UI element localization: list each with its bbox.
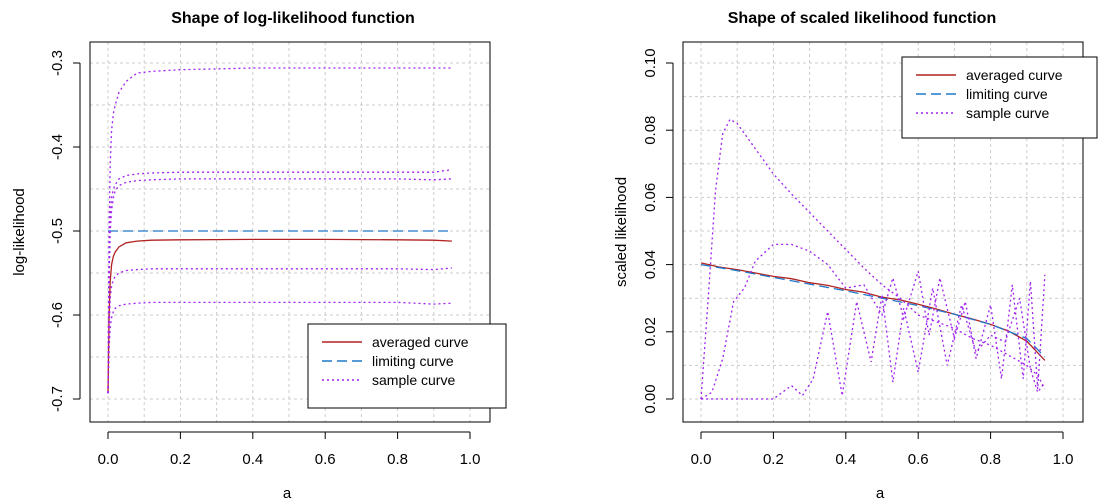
y-tick-label: -0.7	[49, 386, 66, 412]
grid	[683, 42, 1083, 422]
y-tick-label: -0.3	[49, 50, 66, 76]
x-tick-label: 0.0	[98, 451, 119, 468]
series-lines	[107, 67, 452, 394]
chart-title: Shape of log-likelihood function	[171, 10, 415, 27]
x-tick-label: 0.4	[835, 451, 856, 468]
x-tick-label: 0.0	[691, 451, 712, 468]
y-tick-label: 0.10	[642, 48, 659, 77]
legend-label: sample curve	[966, 105, 1049, 121]
legend: averaged curve limiting curve sample curve	[901, 56, 1098, 139]
y-tick-label: 0.06	[642, 183, 659, 212]
x-tick-label: 1.0	[460, 451, 481, 468]
x-axis: 0.0 0.2 0.4 0.6 0.8 1.0	[691, 431, 1074, 468]
sample-curve-line	[700, 243, 1046, 400]
sample-curve-line	[701, 287, 1046, 400]
sample-curve-line	[107, 169, 452, 394]
plot-frame	[89, 41, 491, 423]
x-tick-label: 0.4	[242, 451, 263, 468]
x-axis-label: a	[283, 485, 292, 502]
sample-curve-line	[700, 118, 1046, 400]
legend-label: sample curve	[372, 372, 455, 388]
x-tick-label: 0.2	[170, 451, 191, 468]
y-tick-label: 0.08	[642, 116, 659, 145]
legend-box	[901, 56, 1098, 139]
x-tick-label: 0.6	[908, 451, 929, 468]
y-tick-label: 0.04	[642, 250, 659, 279]
averaged-curve-line	[107, 238, 452, 394]
plot-frame	[682, 41, 1084, 423]
x-tick-label: 0.6	[315, 451, 336, 468]
y-axis: 0.00 0.02 0.04 0.06 0.08 0.10	[642, 48, 674, 414]
legend: averaged curve limiting curve sample curve	[307, 323, 507, 409]
y-tick-label: -0.4	[49, 134, 66, 160]
x-tick-label: 0.8	[980, 451, 1001, 468]
y-tick-label: 0.02	[642, 317, 659, 346]
legend-box	[307, 323, 507, 409]
y-tick-label: -0.6	[49, 302, 66, 328]
x-tick-label: 0.2	[763, 451, 784, 468]
log-likelihood-chart: Shape of log-likelihood function a log-l…	[11, 10, 507, 502]
y-axis-label: log-likelihood	[11, 188, 28, 276]
x-tick-label: 0.8	[387, 451, 408, 468]
series-lines	[700, 118, 1046, 400]
y-axis-label: scaled likelihood	[613, 177, 630, 287]
legend-label: limiting curve	[372, 353, 454, 369]
y-tick-label: -0.5	[49, 218, 66, 244]
sample-curve-line	[107, 301, 452, 394]
scaled-likelihood-chart: Shape of scaled likelihood function a sc…	[613, 10, 1098, 502]
y-tick-label: 0.00	[642, 384, 659, 413]
averaged-curve-line	[700, 262, 1046, 361]
x-axis-label: a	[876, 485, 885, 502]
limiting-curve-line	[700, 263, 1046, 358]
x-axis: 0.0 0.2 0.4 0.6 0.8 1.0	[98, 431, 481, 468]
legend-label: averaged curve	[372, 334, 469, 350]
legend-label: limiting curve	[966, 86, 1048, 102]
y-axis: -0.7 -0.6 -0.5 -0.4 -0.3	[49, 50, 81, 412]
x-tick-label: 1.0	[1053, 451, 1074, 468]
sample-curve-line	[107, 267, 452, 394]
chart-title: Shape of scaled likelihood function	[728, 10, 996, 27]
legend-label: averaged curve	[966, 67, 1063, 83]
